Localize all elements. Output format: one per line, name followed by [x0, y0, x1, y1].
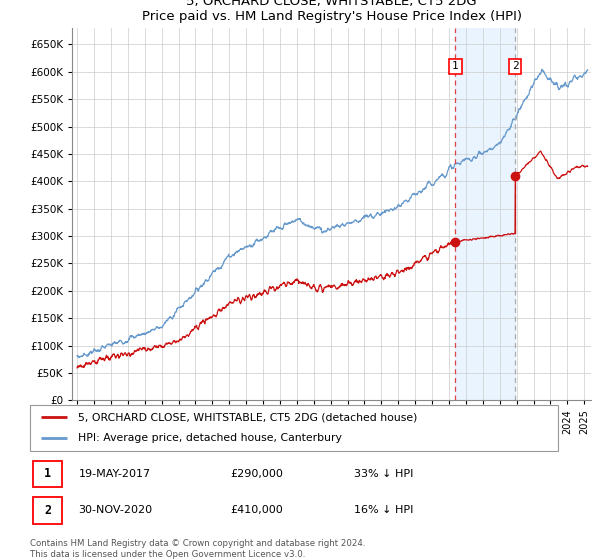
Text: 1: 1: [44, 467, 51, 480]
FancyBboxPatch shape: [33, 460, 62, 487]
Text: £410,000: £410,000: [230, 505, 283, 515]
Text: 30-NOV-2020: 30-NOV-2020: [79, 505, 153, 515]
FancyBboxPatch shape: [30, 405, 558, 451]
Text: 33% ↓ HPI: 33% ↓ HPI: [354, 469, 413, 479]
Bar: [455, 28, 515, 400]
Text: £290,000: £290,000: [230, 469, 283, 479]
Text: 2: 2: [44, 504, 51, 517]
Text: Contains HM Land Registry data © Crown copyright and database right 2024.
This d: Contains HM Land Registry data © Crown c…: [30, 539, 365, 559]
FancyBboxPatch shape: [33, 497, 62, 524]
Title: 5, ORCHARD CLOSE, WHITSTABLE, CT5 2DG
Price paid vs. HM Land Registry's House Pr: 5, ORCHARD CLOSE, WHITSTABLE, CT5 2DG Pr…: [142, 0, 521, 22]
Text: 16% ↓ HPI: 16% ↓ HPI: [354, 505, 413, 515]
Text: 19-MAY-2017: 19-MAY-2017: [79, 469, 151, 479]
Text: 1: 1: [452, 62, 459, 71]
Text: 2: 2: [512, 62, 518, 71]
Text: 5, ORCHARD CLOSE, WHITSTABLE, CT5 2DG (detached house): 5, ORCHARD CLOSE, WHITSTABLE, CT5 2DG (d…: [77, 412, 417, 422]
Text: HPI: Average price, detached house, Canterbury: HPI: Average price, detached house, Cant…: [77, 433, 341, 444]
